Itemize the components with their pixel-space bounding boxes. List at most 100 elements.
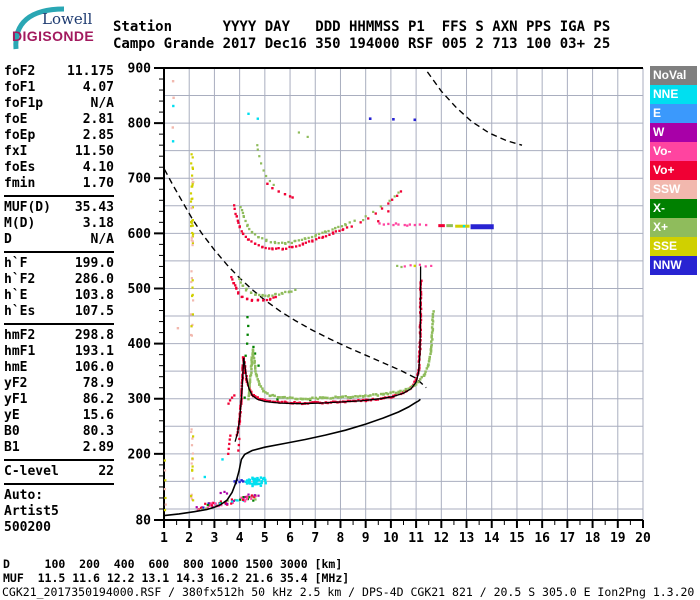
param-label: foF1: [4, 80, 36, 95]
param-value: 86.2: [82, 392, 114, 407]
x-tick-label: 3: [211, 531, 219, 546]
series-row540-green: [396, 264, 403, 269]
x-tick-label: 5: [261, 531, 269, 546]
param-row: foF2 11.175: [4, 64, 114, 80]
series-trail3-red: [266, 182, 294, 199]
series-muf-transmission-curve: [163, 169, 427, 389]
param-value: 2.81: [82, 112, 114, 127]
series-axis-col-yellow: [163, 459, 167, 512]
series-muf-transmission-curve-2: [426, 71, 523, 146]
param-row: hmE 106.0: [4, 360, 114, 376]
series-high-green-dots: [297, 131, 309, 138]
param-value: 80.3: [82, 424, 114, 439]
y-tick-label: 200: [128, 447, 152, 462]
param-label: foEs: [4, 160, 36, 175]
param-row: fxI 11.50: [4, 144, 114, 160]
param-row: foF1p N/A: [4, 96, 114, 112]
param-row: h`Es 107.5: [4, 304, 114, 320]
y-axis-ticks: 900 800 700 600 500 400 300 200 80: [128, 62, 164, 529]
param-value: 4.07: [82, 80, 114, 95]
legend-item-x: X+: [650, 218, 697, 237]
param-label: hmE: [4, 360, 28, 375]
x-tick-label: 11: [408, 531, 424, 546]
series-f1-2nd-red: [230, 276, 277, 302]
param-row: fmin 1.70: [4, 176, 114, 192]
param-row: yF2 78.9: [4, 376, 114, 392]
series-col21-lower-yellow: [190, 435, 195, 502]
muf-row: MUF 11.5 11.6 12.2 13.1 14.3 16.2 21.6 3…: [3, 571, 350, 585]
x-axis-ticks: 1 2 3 4 5 6 7 8 9 10 11 12 13 14 15 16 17 18 19 20: [160, 520, 651, 546]
x-tick-label: 20: [635, 531, 651, 546]
param-row: MUF(D) 35.43: [4, 200, 114, 216]
param-label: hmF1: [4, 344, 36, 359]
series-x1-dark-dots: [243, 316, 352, 401]
param-label: B1: [4, 440, 20, 455]
series-true-height-profile: [163, 398, 421, 517]
legend-item-vo: Vo+: [650, 161, 697, 180]
header-field-values: Campo Grande 2017 Dec16 350 194000 RSF 0…: [113, 36, 611, 52]
param-value: N/A: [90, 232, 114, 247]
param-value: 78.9: [82, 376, 114, 391]
param-value: 3.18: [82, 216, 114, 231]
param-label: h`Es: [4, 304, 36, 319]
y-tick-label: 900: [128, 62, 152, 77]
param-label: yF2: [4, 376, 28, 391]
lowell-digisonde-logo: Lowell DIGISONDE: [6, 4, 116, 52]
param-value: 106.0: [74, 360, 114, 375]
legend-item-sse: SSE: [650, 237, 697, 256]
param-value: 4.10: [82, 160, 114, 175]
series-es-purple-top: [219, 490, 260, 497]
series-row540-yellow: [413, 264, 416, 268]
param-value: 103.8: [74, 288, 114, 303]
param-label: foEp: [4, 128, 36, 143]
y-tick-label: 800: [128, 117, 152, 132]
legend-item-e: E: [650, 104, 697, 123]
y-tick-label: 700: [128, 172, 152, 187]
param-row: foEs 4.10: [4, 160, 114, 176]
panel-separator: [4, 195, 114, 197]
logo-lowell-text: Lowell: [42, 10, 93, 28]
param-label: B0: [4, 424, 20, 439]
x-tick-label: 6: [286, 531, 294, 546]
x-tick-label: 10: [383, 531, 399, 546]
param-row: B0 80.3: [4, 424, 114, 440]
legend-item-vo: Vo-: [650, 142, 697, 161]
param-row: Auto:: [4, 488, 114, 504]
series-row615-pink: [378, 222, 428, 227]
param-value: N/A: [90, 96, 114, 111]
param-label: foE: [4, 112, 28, 127]
panel-separator: [4, 251, 114, 253]
legend-item-x: X-: [650, 199, 697, 218]
param-row: h`F2 286.0: [4, 272, 114, 288]
param-label: fmin: [4, 176, 36, 191]
param-value: 2.85: [82, 128, 114, 143]
panel-separator: [4, 483, 114, 485]
param-row: h`F 199.0: [4, 256, 114, 272]
param-value: 11.175: [67, 64, 114, 79]
param-row: B1 2.89: [4, 440, 114, 456]
series-col21-upper-yellow: [189, 153, 195, 244]
x-tick-label: 16: [534, 531, 550, 546]
scaled-parameters-panel: foF2 11.175 foF1 4.07 foF1p N/A foE 2.81 foEp 2.8…: [4, 64, 114, 536]
x-tick-label: 7: [311, 531, 319, 546]
x-tick-label: 15: [509, 531, 525, 546]
param-label: foF1p: [4, 96, 44, 111]
y-tick-label: 500: [128, 282, 152, 297]
legend-item-noval: NoVal: [650, 66, 697, 85]
param-label: yF1: [4, 392, 28, 407]
param-row: D N/A: [4, 232, 114, 248]
color-legend: NoVal NNE E W Vo- Vo+ SSW X- X+ SSE NNW: [650, 66, 697, 275]
param-row: 500200: [4, 520, 114, 536]
param-label: fxI: [4, 144, 28, 159]
series-trail3-green: [256, 144, 275, 186]
x-tick-label: 14: [484, 531, 500, 546]
param-label: h`F: [4, 256, 28, 271]
series-f1-2nd-green: [238, 277, 297, 298]
param-row: hmF2 298.8: [4, 328, 114, 344]
x-tick-label: 18: [585, 531, 601, 546]
logo-swoosh-icon: [13, 6, 65, 50]
param-label: M(D): [4, 216, 36, 231]
param-label: MUF(D): [4, 200, 51, 215]
y-tick-label: 80: [135, 514, 151, 529]
